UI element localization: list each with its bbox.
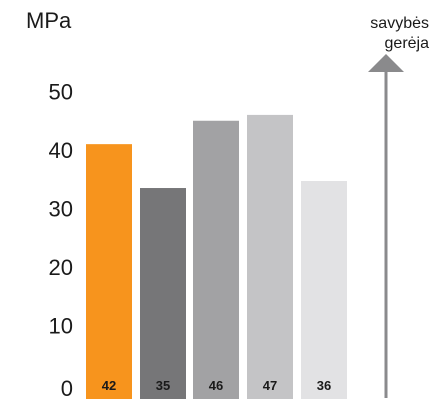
bar xyxy=(86,144,132,399)
arrow-head-icon xyxy=(368,54,404,72)
arrow-label: savybės gerėja xyxy=(370,14,429,54)
y-tick-label: 50 xyxy=(49,80,73,105)
bar xyxy=(140,188,186,399)
bar xyxy=(193,120,239,399)
y-tick-label: 20 xyxy=(49,255,73,280)
bar-data-label: 42 xyxy=(102,378,116,393)
arrow-label-line-1: savybės xyxy=(370,15,429,32)
arrow-label-line-2: gerėja xyxy=(384,35,429,52)
bars xyxy=(86,114,347,399)
bar-data-label: 35 xyxy=(156,378,170,393)
bar xyxy=(247,114,293,399)
y-tick-label: 0 xyxy=(61,376,73,399)
bar xyxy=(301,181,347,399)
y-axis-ticks: 0 10 20 30 40 50 xyxy=(49,80,73,399)
y-tick-label: 10 xyxy=(49,314,73,339)
bar-data-labels: 42 35 46 47 36 xyxy=(102,378,331,393)
improvement-arrow xyxy=(368,54,404,398)
y-tick-label: 40 xyxy=(49,138,73,163)
bar-data-label: 47 xyxy=(263,378,277,393)
y-tick-label: 30 xyxy=(49,197,73,222)
bar-data-label: 46 xyxy=(209,378,223,393)
bar-data-label: 36 xyxy=(317,378,331,393)
y-axis-unit-label: MPa xyxy=(26,8,72,33)
